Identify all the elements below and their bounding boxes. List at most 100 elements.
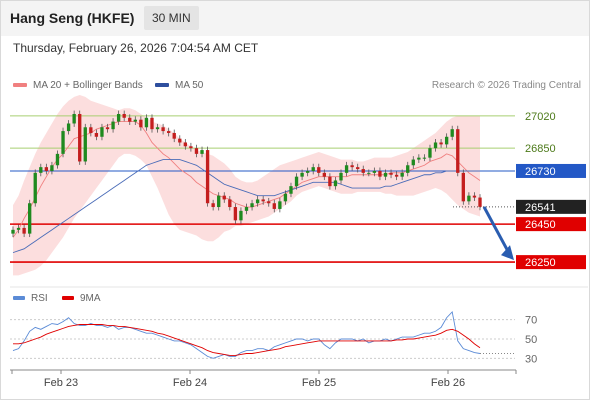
candle-body [461,172,465,202]
candle-body [116,113,121,122]
x-axis-label: Feb 24 [173,377,207,389]
candle-body [222,195,226,200]
rsi-swatch-icon [13,296,25,301]
legend-9ma-label: 9MA [80,293,101,304]
candle-body [278,201,282,209]
candle-body [389,172,393,175]
candle-body [417,157,421,160]
candle-body [433,142,438,149]
candle-body [439,142,443,145]
x-axis-label: Feb 23 [44,377,78,389]
rsi-tick-label: 50 [525,334,537,346]
rsi-tick-label: 70 [525,315,537,327]
candle-body [406,165,410,173]
candle-body [300,172,304,177]
level-label-resistance_1: 26850 [525,143,556,155]
candle-body [289,186,293,194]
forecast-arrow-shaft [482,206,511,254]
candle-body [450,129,454,137]
candle-body [100,127,104,137]
level-tag-support_1 [516,217,586,232]
candle-body [467,195,471,202]
candle-body [189,146,193,149]
candle-body [411,159,415,166]
candle-body [66,123,71,132]
candle-body [333,180,338,187]
candle-body [233,207,238,221]
candle-body [255,199,260,204]
candle-body [111,121,115,130]
candle-body [444,136,449,145]
level-label-resistance_2: 27020 [525,111,556,123]
bollinger-band [13,95,480,276]
header-bar [1,1,589,36]
ma20-swatch-icon [13,83,27,88]
candle-body [89,127,93,133]
candle-body [283,193,288,202]
candle-body [322,172,327,177]
candle-body [39,167,43,173]
candle-body [133,119,137,122]
candle-body [150,117,154,130]
candle-body [78,113,82,162]
research-credit: Research © 2026 Trading Central [431,80,581,91]
candle-body [16,227,21,230]
candle-body [378,170,382,177]
x-axis-label: Feb 26 [431,377,465,389]
level-label-pivot: 26730 [525,166,556,178]
rsi-9ma-line [13,324,481,356]
candle-body [128,117,132,122]
candle-body [328,176,332,187]
candle-body [33,172,37,204]
forecast-arrow-head-icon [501,245,514,261]
candle-body [161,127,165,132]
candle-body [478,197,482,207]
timeframe-badge[interactable]: 30 MIN [144,6,199,30]
instrument-title: Hang Seng (HKFE) [10,10,135,26]
candle-body [172,132,176,139]
candle-body [250,203,254,208]
candle-body [267,201,271,204]
candle-body [428,148,432,158]
candle-body [72,113,76,124]
candle-body [22,227,26,234]
ma50-line [12,159,480,254]
candle-body [244,207,249,211]
candle-body [217,195,221,208]
candle-body [294,176,299,187]
candle-body [11,229,15,234]
candle-body [339,172,343,181]
legend-ma20-label: MA 20 + Bollinger Bands [33,80,143,91]
candle-body [94,132,99,137]
candle-body [305,170,310,173]
candle-body [311,167,315,171]
level-label-support_1: 26450 [525,219,556,231]
candle-body [356,167,360,170]
9ma-swatch-icon [62,296,74,301]
candle-body [344,165,349,173]
candle-body [372,170,377,173]
legend-ma20-bollinger: MA 20 + Bollinger Bands [13,80,143,91]
candle-body [456,129,460,173]
candle-body [400,172,404,177]
legend-9ma: 9MA [62,293,101,304]
rsi-tick-label: 30 [525,353,537,365]
candle-body [361,169,365,173]
candle-body [239,210,243,221]
legend-rsi: RSI [13,293,48,304]
x-axis-label: Feb 25 [302,377,336,389]
candle-body [422,157,427,159]
level-label-support_2: 26250 [525,257,556,269]
ma50-swatch-icon [155,83,169,88]
candle-body [394,174,399,177]
legend-ma50-label: MA 50 [175,80,204,91]
candle-body [194,148,199,154]
datetime-label: Thursday, February 26, 2026 7:04:54 AM C… [13,41,259,55]
level-tag-last [516,199,586,214]
level-label-last: 26541 [525,202,556,214]
candle-body [211,203,215,208]
candle-body [272,203,276,209]
candle-body [200,150,204,154]
candle-body [122,113,126,118]
